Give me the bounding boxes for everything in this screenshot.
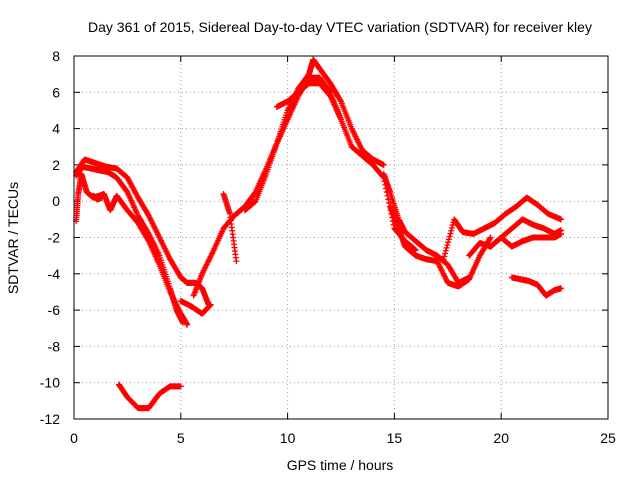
- y-tick-label: -2: [48, 230, 61, 246]
- data-point: [337, 97, 344, 104]
- y-tick-label: 4: [52, 121, 60, 137]
- data-point: [207, 301, 214, 308]
- series-arc-late-lower: [508, 274, 565, 299]
- y-axis-label: SDTVAR / TECUs: [5, 182, 21, 294]
- data-point: [444, 242, 451, 249]
- data-point: [448, 227, 455, 234]
- data-point: [447, 230, 454, 237]
- series-arc-small-pieces: [220, 190, 240, 265]
- data-point: [98, 194, 105, 201]
- data-markers: [73, 56, 565, 412]
- axis-ticks: 0 5 10 15 20 25 -12 -10 -8 -6 -4 -2 0 2 4 6 8: [40, 48, 616, 446]
- series-arc-right-bottom: [177, 298, 214, 317]
- data-point: [486, 235, 493, 242]
- data-point: [558, 285, 565, 292]
- data-point: [440, 256, 447, 263]
- data-point: [558, 230, 565, 237]
- data-point: [386, 200, 393, 207]
- x-tick-label: 5: [177, 430, 185, 446]
- y-tick-label: -6: [48, 302, 61, 318]
- x-tick-label: 15: [387, 430, 403, 446]
- x-tick-label: 20: [493, 430, 509, 446]
- data-point: [445, 239, 452, 246]
- data-point: [448, 224, 455, 231]
- x-tick-label: 0: [70, 430, 78, 446]
- data-point: [446, 233, 453, 240]
- data-point: [441, 253, 448, 260]
- plot-frame: [73, 55, 609, 420]
- data-point: [233, 258, 240, 265]
- data-point: [443, 244, 450, 251]
- series-arc-decline-lower: [387, 203, 494, 290]
- series-arc-tail-1: [440, 194, 565, 263]
- chart-title: Day 361 of 2015, Sidereal Day-to-day VTE…: [88, 19, 592, 35]
- data-point: [412, 247, 419, 254]
- y-tick-label: 6: [52, 84, 60, 100]
- series-arc-left-small: [90, 192, 105, 203]
- data-point: [380, 161, 387, 168]
- y-tick-label: -8: [48, 338, 61, 354]
- y-tick-label: 8: [52, 48, 60, 64]
- data-point: [445, 236, 452, 243]
- data-point: [487, 234, 494, 241]
- series-arc-tail-3: [487, 230, 565, 250]
- y-tick-label: 2: [52, 157, 60, 173]
- series-arc-peak-upper: [241, 56, 387, 214]
- x-axis-label: GPS time / hours: [287, 457, 394, 473]
- data-point: [184, 321, 191, 328]
- series-arc-peak-lower: [273, 80, 419, 254]
- y-tick-label: -4: [48, 266, 61, 282]
- data-point: [449, 222, 456, 229]
- series-arc-bottom-isolated: [115, 381, 184, 412]
- y-tick-label: -12: [40, 411, 60, 427]
- x-tick-label: 25: [600, 430, 616, 446]
- y-tick-label: 0: [52, 193, 60, 209]
- data-point: [558, 216, 565, 223]
- y-tick-label: -10: [40, 375, 60, 391]
- data-point: [177, 383, 184, 390]
- series-arc-decline-upper: [380, 170, 473, 286]
- grid: [74, 56, 608, 419]
- data-point: [442, 247, 449, 254]
- data-point: [442, 250, 449, 257]
- x-tick-label: 10: [280, 430, 296, 446]
